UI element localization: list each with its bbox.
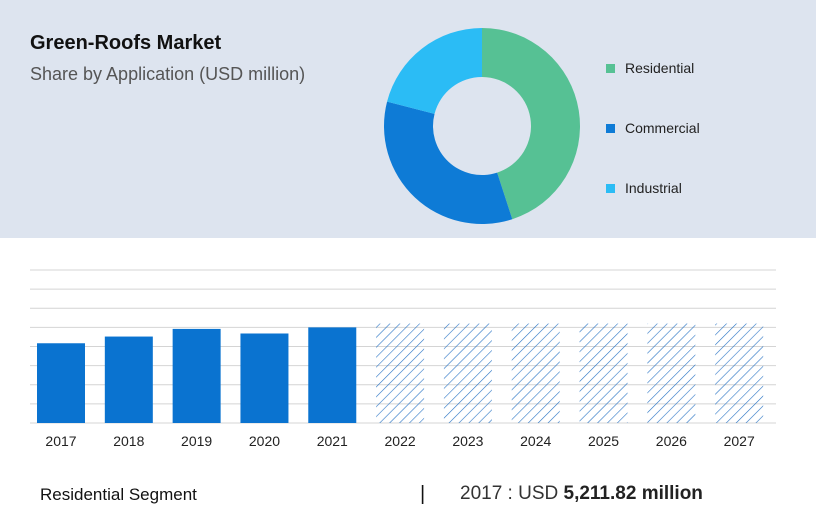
legend-swatch-commercial [606,123,615,133]
bar-2018 [104,336,153,423]
footer-separator: | [420,483,426,505]
x-tick-label-2026: 2026 [656,433,687,449]
donut-slice-residential [482,28,580,220]
forecast-bar-2023 [443,323,492,423]
x-tick-label-2025: 2025 [588,433,619,449]
legend-item-residential: Residential [606,60,694,76]
forecast-bar-2026 [647,323,696,423]
bottom-panel: 2017 2018 2019 2020 2021 2022 2023 2024 2025 2026… [0,238,816,528]
x-tick-label-2024: 2024 [520,433,551,449]
forecast-bar-2025 [579,323,628,423]
bar-2020 [240,333,289,423]
footer-value: 2017 : USD 5,211.82 million [460,483,703,505]
bar-2017 [37,343,85,423]
x-tick-label-2022: 2022 [385,433,416,449]
legend-swatch-industrial [606,183,615,193]
legend-label-commercial: Commercial [625,120,700,136]
x-tick-label-2020: 2020 [249,433,280,449]
footer-year-prefix: 2017 : USD [460,483,564,504]
bar-2021 [308,327,357,423]
forecast-bar-2024 [511,323,560,423]
donut-slice-industrial [387,28,482,114]
x-tick-label-2027: 2027 [724,433,755,449]
top-panel: Green-Roofs Market Share by Application … [0,0,816,238]
bar-chart: 2017 2018 2019 2020 2021 2022 2023 2024 2025 2026… [30,269,776,449]
footer-segment-label: Residential Segment [40,485,197,504]
legend-item-industrial: Industrial [606,180,682,196]
forecast-bar-2027 [715,323,764,423]
footer-value-amount: 5,211.82 million [563,483,703,504]
donut-chart [384,28,580,224]
forecast-bar-2022 [376,323,425,423]
chart-title: Green-Roofs Market [30,32,222,54]
x-tick-label-2017: 2017 [45,433,76,449]
legend-item-commercial: Commercial [606,120,700,136]
legend-label-residential: Residential [625,60,695,76]
x-tick-label-2021: 2021 [317,433,348,449]
bar-2019 [172,328,221,423]
chart-subtitle: Share by Application (USD million) [30,64,306,84]
x-tick-label-2018: 2018 [113,433,144,449]
donut-slice-commercial [384,101,513,224]
legend-label-industrial: Industrial [625,180,682,196]
legend-swatch-residential [606,63,615,73]
x-tick-label-2019: 2019 [181,433,212,449]
x-tick-label-2023: 2023 [452,433,483,449]
